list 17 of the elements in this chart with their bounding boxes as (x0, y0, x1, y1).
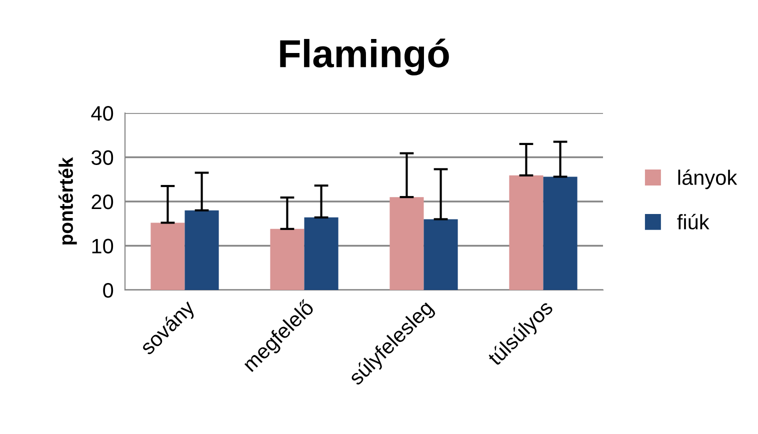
legend-label: fiúk (677, 214, 710, 230)
bar (424, 219, 458, 290)
bar (390, 197, 424, 290)
bar (304, 217, 338, 290)
bar (509, 175, 544, 290)
chart-title: Flamingó (280, 38, 449, 76)
y-tick-label: 10 (92, 238, 114, 254)
bar (270, 228, 304, 290)
y-axis-title: pontérték (58, 157, 77, 245)
y-tick-label: 40 (91, 106, 114, 121)
legend-label: lányok (678, 169, 738, 190)
y-tick-label: 30 (92, 150, 114, 166)
bar (184, 210, 219, 290)
y-tick-label: 0 (103, 283, 114, 298)
y-tick-label: 20 (92, 194, 114, 210)
bar (543, 176, 578, 290)
bar (150, 222, 185, 290)
